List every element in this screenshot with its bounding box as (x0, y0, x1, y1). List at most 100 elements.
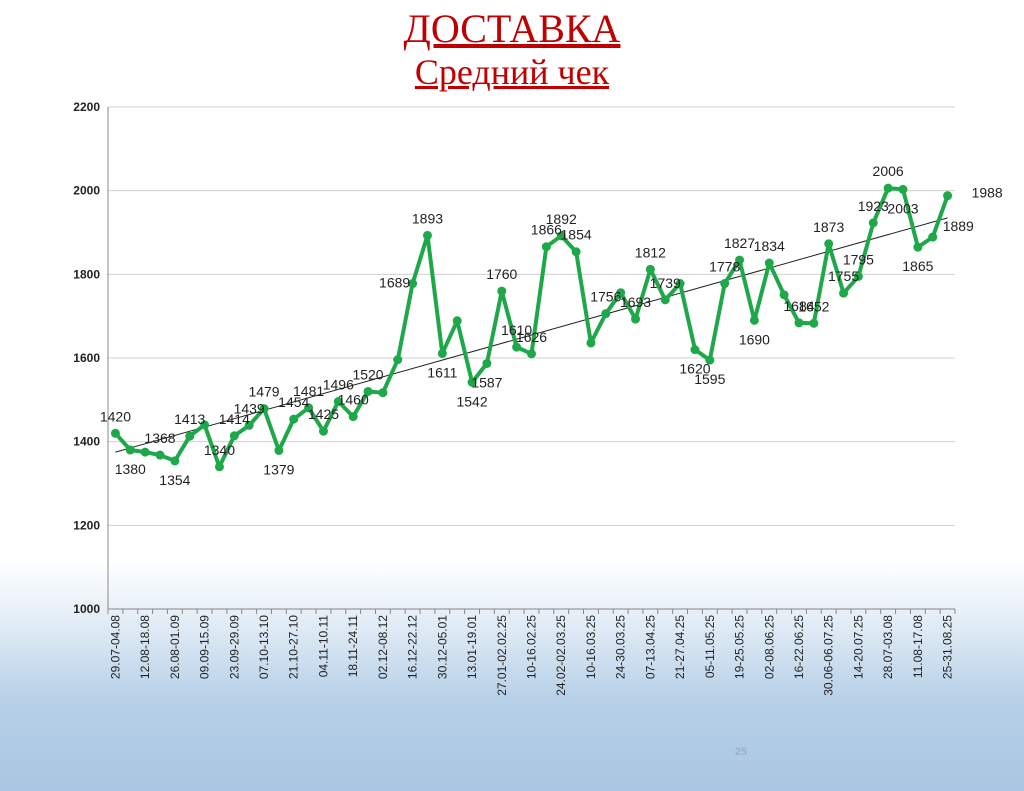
x-tick-label: 10-16.03.25 (584, 615, 598, 679)
x-tick-label: 24-30.03.25 (614, 615, 628, 679)
x-tick-label: 04.11-10.11 (316, 615, 330, 678)
data-point (675, 279, 685, 289)
slide-title: ДОСТАВКА (403, 6, 621, 51)
data-label: 1827 (724, 235, 755, 251)
data-label: 1414 (219, 411, 250, 427)
data-point (140, 447, 150, 457)
x-tick-label: 05-11.05.25 (703, 615, 717, 678)
data-point (824, 239, 834, 249)
data-point (809, 318, 819, 328)
y-tick-label: 1600 (73, 351, 100, 365)
x-tick-label: 16-22.06.25 (792, 615, 806, 679)
data-label: 2003 (887, 200, 918, 216)
data-point (853, 271, 863, 281)
data-label: 1892 (546, 211, 577, 227)
data-label: 1693 (620, 294, 651, 310)
x-tick-label: 24.02-02.03.25 (554, 615, 568, 696)
data-label: 1626 (516, 329, 547, 345)
y-tick-label: 1200 (73, 518, 100, 532)
data-label: 1795 (843, 251, 874, 267)
x-tick-label: 16.12-22.12 (406, 615, 420, 679)
data-label: 1865 (902, 258, 933, 274)
data-label: 1460 (338, 392, 369, 408)
data-label: 1834 (754, 238, 785, 254)
x-tick-label: 18.11-24.11 (346, 615, 360, 678)
data-label: 1689 (379, 275, 410, 291)
data-point (527, 349, 536, 359)
data-point (839, 288, 849, 298)
data-label: 1610 (501, 322, 532, 338)
x-tick-label: 30.12-05.01 (435, 615, 449, 679)
data-point (110, 428, 120, 438)
data-label: 1684 (783, 298, 814, 314)
data-label: 1652 (798, 298, 829, 314)
data-label: 1481 (293, 383, 324, 399)
data-point (452, 316, 462, 326)
x-tick-label: 23.09-29.09 (227, 615, 241, 679)
data-point (705, 355, 715, 365)
data-point (155, 450, 165, 460)
x-tick-label: 02.12-08.12 (376, 615, 390, 679)
data-label: 1739 (650, 275, 681, 291)
data-point (437, 348, 447, 358)
data-point (571, 247, 581, 257)
data-label: 1587 (471, 374, 502, 390)
data-label: 1756 (590, 289, 621, 305)
data-point (408, 279, 418, 289)
data-point (898, 184, 908, 194)
x-tick-label: 11.08-17.08 (911, 615, 925, 678)
data-point (631, 314, 641, 324)
y-tick-label: 1000 (73, 602, 100, 616)
data-point (660, 295, 670, 305)
x-tick-label: 25-31.08.25 (941, 615, 955, 679)
x-tick-label: 12.08-18.08 (138, 615, 152, 679)
data-label: 1889 (943, 218, 974, 234)
data-point (645, 264, 655, 274)
data-point (943, 191, 953, 201)
data-label: 1866 (531, 222, 562, 238)
data-point (482, 358, 492, 368)
x-tick-label: 10-16.02.25 (525, 615, 539, 679)
data-point (497, 286, 507, 296)
page-number: 25 (734, 746, 748, 758)
data-label: 2006 (873, 163, 904, 179)
data-label: 1923 (858, 198, 889, 214)
data-label: 1812 (635, 244, 666, 260)
data-point (601, 309, 611, 319)
data-point (393, 355, 403, 365)
data-point (586, 338, 596, 348)
data-point (125, 445, 135, 455)
data-label: 1760 (486, 266, 517, 282)
data-point (348, 412, 358, 422)
data-point (318, 426, 328, 436)
data-point (185, 431, 195, 441)
data-point (883, 183, 893, 193)
y-tick-label: 1800 (73, 267, 100, 281)
data-point (170, 456, 180, 466)
data-label: 1380 (115, 461, 146, 477)
data-point (749, 315, 759, 325)
data-label: 1379 (263, 461, 294, 477)
data-label: 1690 (739, 331, 770, 347)
data-point (378, 388, 388, 398)
y-tick-label: 2200 (73, 100, 100, 114)
x-tick-label: 21-27.04.25 (673, 615, 687, 679)
x-tick-label: 07.10-13.10 (257, 615, 271, 679)
x-tick-label: 29.07-04.08 (108, 615, 122, 679)
data-label: 1542 (456, 393, 487, 409)
data-point (690, 345, 700, 355)
data-point (214, 462, 224, 472)
x-tick-label: 30.06-06.07.25 (822, 615, 836, 696)
data-label: 1425 (308, 406, 339, 422)
data-point (616, 288, 626, 298)
data-label: 1988 (972, 185, 1003, 201)
data-point (422, 230, 432, 240)
data-point (467, 377, 477, 387)
data-label: 1454 (278, 394, 309, 410)
data-label: 1368 (144, 430, 175, 446)
data-label: 1620 (679, 361, 710, 377)
data-point (512, 342, 522, 352)
x-tick-label: 21.10-27.10 (287, 615, 301, 679)
trend-line (115, 217, 948, 453)
data-point (913, 242, 923, 252)
